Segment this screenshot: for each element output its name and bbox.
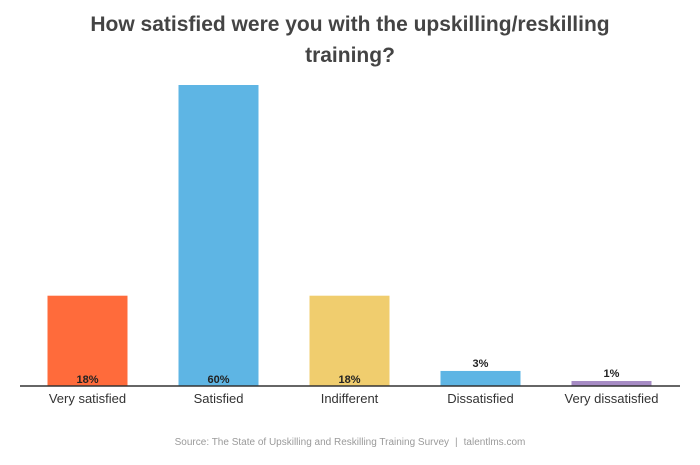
bar-very-dissatisfied (571, 380, 652, 386)
value-label: 1% (604, 368, 620, 380)
source-separator: | (455, 437, 458, 448)
value-label: 18% (76, 374, 98, 386)
bar-dissatisfied (440, 370, 521, 386)
category-label: Indifferent (321, 391, 379, 406)
bar-satisfied (178, 85, 259, 386)
bar-very-satisfied (47, 295, 128, 386)
chart-title: How satisfied were you with the upskilli… (90, 13, 610, 67)
bar-indifferent (309, 295, 390, 386)
label-group: 18% Very satisfied 60% Satisfied 18% Indiffer… (49, 358, 659, 406)
category-label: Very dissatisfied (565, 391, 659, 406)
source-text: Source: The State of Upskilling and Resk… (174, 437, 450, 448)
value-label: 60% (207, 374, 229, 386)
category-label: Very satisfied (49, 391, 126, 406)
category-label: Satisfied (194, 391, 244, 406)
bar-group (47, 85, 652, 386)
value-label: 3% (473, 358, 489, 370)
category-label: Dissatisfied (447, 391, 513, 406)
value-label: 18% (338, 374, 360, 386)
source-footer: Source: The State of Upskilling and Resk… (0, 437, 700, 448)
source-link[interactable]: talentlms.com (463, 437, 526, 448)
